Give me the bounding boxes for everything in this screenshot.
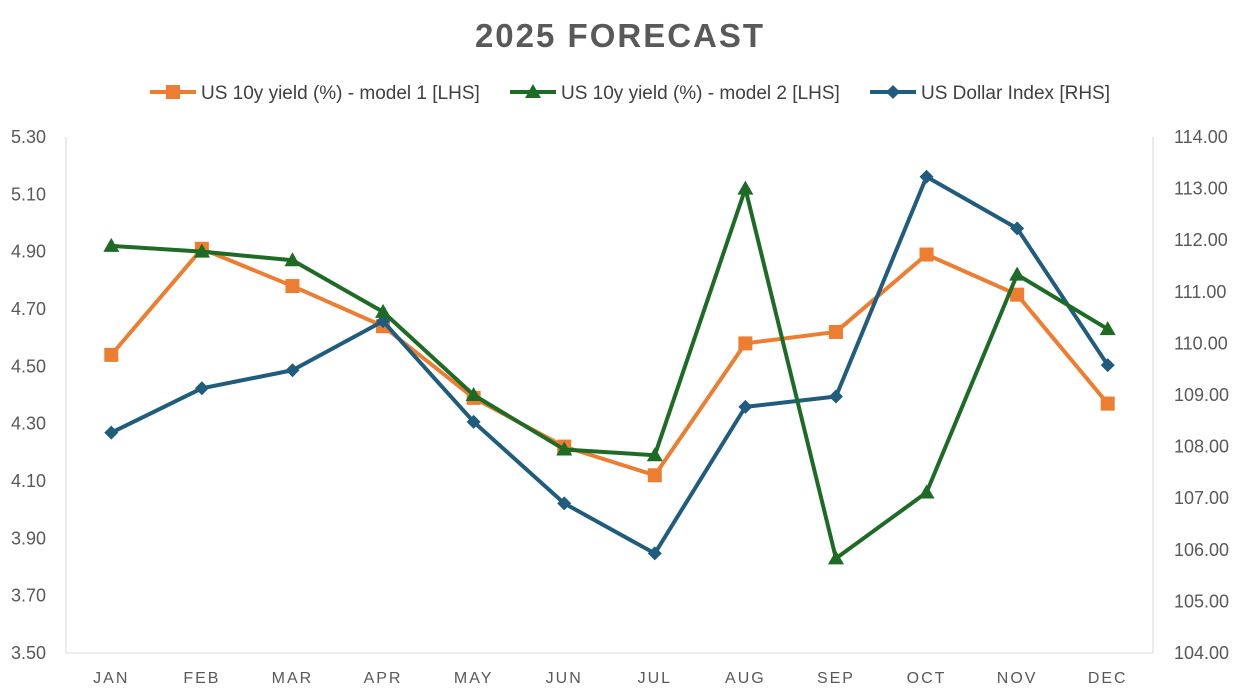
legend-marker: [525, 84, 541, 98]
left-tick-label: 4.50: [11, 356, 46, 376]
right-tick-label: 114.00: [1174, 127, 1228, 147]
data-point: [284, 252, 301, 267]
legend-item: US 10y yield (%) - model 1 [LHS]: [150, 83, 480, 104]
legend-label: US 10y yield (%) - model 2 [LHS]: [561, 83, 840, 104]
data-point: [1100, 358, 1115, 373]
series-3: [104, 169, 1115, 561]
chart-title: 2025 FORECAST: [475, 17, 765, 54]
right-tick-label: 110.00: [1174, 333, 1228, 353]
data-point: [828, 389, 843, 404]
left-tick-label: 4.10: [11, 471, 46, 491]
data-point: [285, 279, 300, 294]
data-point: [466, 414, 481, 429]
left-tick-label: 5.10: [11, 184, 46, 204]
left-tick-label: 5.30: [11, 127, 46, 147]
right-tick-label: 108.00: [1174, 437, 1229, 457]
data-point: [193, 243, 210, 258]
x-tick-label: JAN: [93, 670, 129, 687]
series-line: [111, 186, 1109, 561]
x-tick-label: MAY: [454, 670, 493, 687]
data-point: [1099, 321, 1116, 336]
data-point: [828, 324, 843, 339]
series-2: [103, 180, 1116, 565]
right-tick-label: 111.00: [1174, 282, 1226, 302]
legend-marker: [166, 85, 180, 99]
right-tick-label: 109.00: [1174, 385, 1229, 405]
x-tick-label: AUG: [725, 670, 766, 687]
legend-item: US Dollar Index [RHS]: [870, 83, 1110, 104]
right-tick-label: 105.00: [1174, 591, 1229, 611]
data-point: [375, 303, 392, 318]
data-point: [556, 441, 573, 456]
data-point: [738, 336, 753, 351]
data-point: [465, 387, 482, 401]
data-point: [738, 399, 753, 414]
legend-marker: [886, 85, 900, 99]
left-tick-label: 4.90: [11, 242, 46, 262]
x-tick-label: FEB: [183, 670, 220, 687]
data-point: [918, 484, 935, 499]
legend-label: US Dollar Index [RHS]: [921, 83, 1110, 104]
series-line: [109, 246, 1110, 478]
legend: US 10y yield (%) - model 1 [LHS] US 10y y…: [150, 83, 1110, 104]
x-tick-label: JUL: [638, 670, 672, 687]
right-tick-label: 104.00: [1174, 643, 1229, 663]
data-point: [919, 169, 934, 184]
x-tick-label: APR: [364, 670, 403, 687]
left-tick-label: 4.70: [11, 299, 46, 319]
x-tick-label: OCT: [907, 670, 947, 687]
data-point: [647, 546, 662, 561]
x-tick-label: NOV: [997, 670, 1038, 687]
left-tick-label: 3.90: [11, 528, 46, 548]
data-point: [104, 347, 119, 362]
data-point: [647, 468, 662, 483]
right-tick-label: 112.00: [1174, 230, 1228, 250]
legend-label: US 10y yield (%) - model 1 [LHS]: [201, 83, 480, 104]
series-1: [104, 241, 1115, 483]
data-point: [1100, 396, 1115, 411]
left-tick-label: 3.70: [11, 586, 46, 606]
axes: 3.50 3.70 3.90 4.10 4.30 4.50 4.70 4.90 5.10 5.30…: [11, 127, 1229, 687]
data-point: [194, 381, 209, 396]
x-tick-label: SEP: [817, 670, 855, 687]
data-point: [646, 447, 663, 462]
x-tick-label: DEC: [1088, 670, 1128, 687]
data-point: [919, 247, 934, 262]
left-tick-label: 3.50: [11, 643, 46, 663]
series-layer: [103, 169, 1116, 565]
right-tick-label: 106.00: [1174, 540, 1229, 560]
x-tick-label: JUN: [546, 670, 583, 687]
data-point: [1009, 266, 1026, 281]
data-point: [1010, 287, 1025, 302]
left-tick-label: 4.30: [11, 414, 46, 434]
right-tick-label: 113.00: [1174, 179, 1228, 199]
series-line: [110, 174, 1110, 556]
legend-item: US 10y yield (%) - model 2 [LHS]: [510, 83, 840, 104]
data-point: [557, 496, 572, 511]
data-point: [737, 180, 754, 195]
data-point: [827, 550, 844, 565]
x-tick-label: MAR: [272, 670, 314, 687]
right-tick-label: 107.00: [1174, 488, 1229, 508]
data-point: [1010, 221, 1025, 236]
data-point: [285, 363, 300, 378]
data-point: [104, 425, 119, 440]
data-point: [103, 237, 120, 252]
